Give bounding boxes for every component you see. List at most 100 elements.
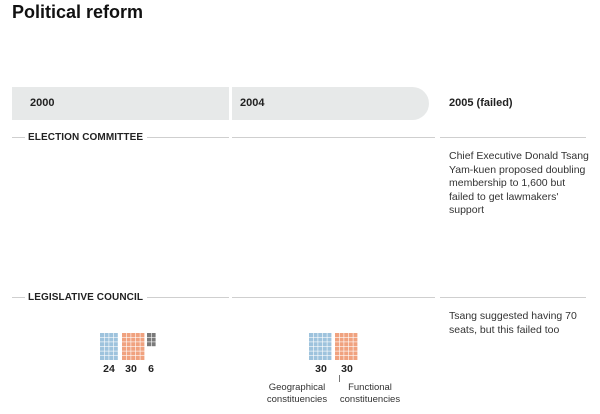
seat-square (104, 351, 109, 356)
seat-square (135, 333, 140, 337)
seat-square (126, 356, 131, 360)
seat-square (339, 351, 344, 356)
year-2004-label: 2004 (240, 97, 265, 109)
seats-2004-functional-count: 30 (341, 363, 353, 375)
seat-square (313, 342, 318, 347)
seats-2004-geographical-grid (309, 333, 332, 360)
legislative-council-rule-2005 (440, 297, 586, 298)
seat-square (135, 346, 140, 351)
seat-square (109, 333, 114, 337)
seat-square (113, 351, 118, 356)
seat-square (318, 337, 323, 342)
seat-square (104, 333, 109, 337)
seat-square (126, 337, 131, 342)
seat-square (309, 351, 313, 356)
seat-square (109, 356, 114, 360)
seat-square (339, 342, 344, 347)
seat-square (131, 351, 136, 356)
seat-square (109, 346, 114, 351)
seat-square (322, 342, 327, 347)
seat-square (309, 342, 313, 347)
seat-square (122, 333, 126, 337)
seat-square (122, 342, 126, 347)
seat-square (113, 333, 118, 337)
seats-2000-other-grid (147, 333, 156, 347)
seat-square (348, 351, 353, 356)
seat-square (353, 356, 358, 360)
seat-square (344, 337, 349, 342)
seat-square (318, 351, 323, 356)
seat-square (100, 351, 104, 356)
seat-square (318, 333, 323, 337)
seat-square (131, 342, 136, 347)
seat-square (113, 342, 118, 347)
seat-square (122, 346, 126, 351)
seat-square (147, 342, 151, 347)
seat-square (353, 351, 358, 356)
seat-square (322, 337, 327, 342)
seat-square (327, 342, 332, 347)
seat-square (353, 342, 358, 347)
seat-square (135, 356, 140, 360)
seat-square (135, 337, 140, 342)
seat-square (113, 337, 118, 342)
seat-square (109, 342, 114, 347)
seat-square (147, 337, 151, 342)
seat-square (353, 337, 358, 342)
seat-square (309, 333, 313, 337)
seat-square (313, 333, 318, 337)
year-2005-label: 2005 (failed) (449, 97, 513, 109)
seat-square (126, 351, 131, 356)
seat-square (318, 346, 323, 351)
seat-square (344, 333, 349, 337)
seat-square (100, 346, 104, 351)
page-title: Political reform (12, 2, 144, 22)
seats-2004-geographical-count: 30 (315, 363, 327, 375)
seat-square (335, 356, 339, 360)
seat-square (151, 342, 156, 347)
seat-square (344, 356, 349, 360)
legislative-council-rule-2004 (232, 297, 435, 298)
seat-square (126, 342, 131, 347)
seat-square (344, 342, 349, 347)
seat-square (339, 346, 344, 351)
seat-square (131, 356, 136, 360)
election-committee-label: ELECTION COMMITTEE (25, 132, 148, 143)
seat-square (104, 342, 109, 347)
seat-square (113, 346, 118, 351)
seat-square (151, 337, 156, 342)
seat-square (344, 351, 349, 356)
election-committee-2005-note: Chief Executive Donald Tsang Yam-kuen pr… (449, 150, 589, 216)
seat-square (318, 356, 323, 360)
seat-square (140, 356, 145, 360)
year-2000-label: 2000 (30, 97, 55, 109)
seat-square (100, 337, 104, 342)
legislative-council-label: LEGISLATIVE COUNCIL (25, 292, 148, 303)
seat-square (344, 346, 349, 351)
seat-square (126, 333, 131, 337)
seat-square (327, 356, 332, 360)
election-committee-rule-2004 (232, 137, 435, 138)
seat-square (100, 356, 104, 360)
seat-square (313, 356, 318, 360)
seat-square (147, 333, 151, 337)
seat-square (313, 346, 318, 351)
seat-square (339, 333, 344, 337)
seat-square (104, 356, 109, 360)
seat-square (140, 351, 145, 356)
seat-square (335, 346, 339, 351)
seat-square (122, 351, 126, 356)
seats-2000-other-count: 6 (148, 363, 154, 375)
seat-square (104, 346, 109, 351)
year-header-band (12, 87, 429, 120)
seat-square (327, 351, 332, 356)
seat-square (335, 333, 339, 337)
seat-square (348, 346, 353, 351)
seat-square (100, 333, 104, 337)
seat-square (104, 337, 109, 342)
seat-square (348, 333, 353, 337)
seat-square (113, 356, 118, 360)
seats-2000-geographical-grid (100, 333, 118, 360)
seat-square (322, 346, 327, 351)
